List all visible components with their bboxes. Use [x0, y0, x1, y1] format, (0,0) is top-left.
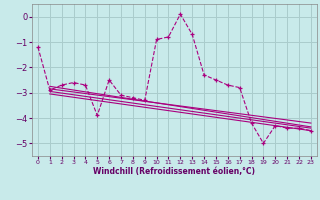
X-axis label: Windchill (Refroidissement éolien,°C): Windchill (Refroidissement éolien,°C) [93, 167, 255, 176]
